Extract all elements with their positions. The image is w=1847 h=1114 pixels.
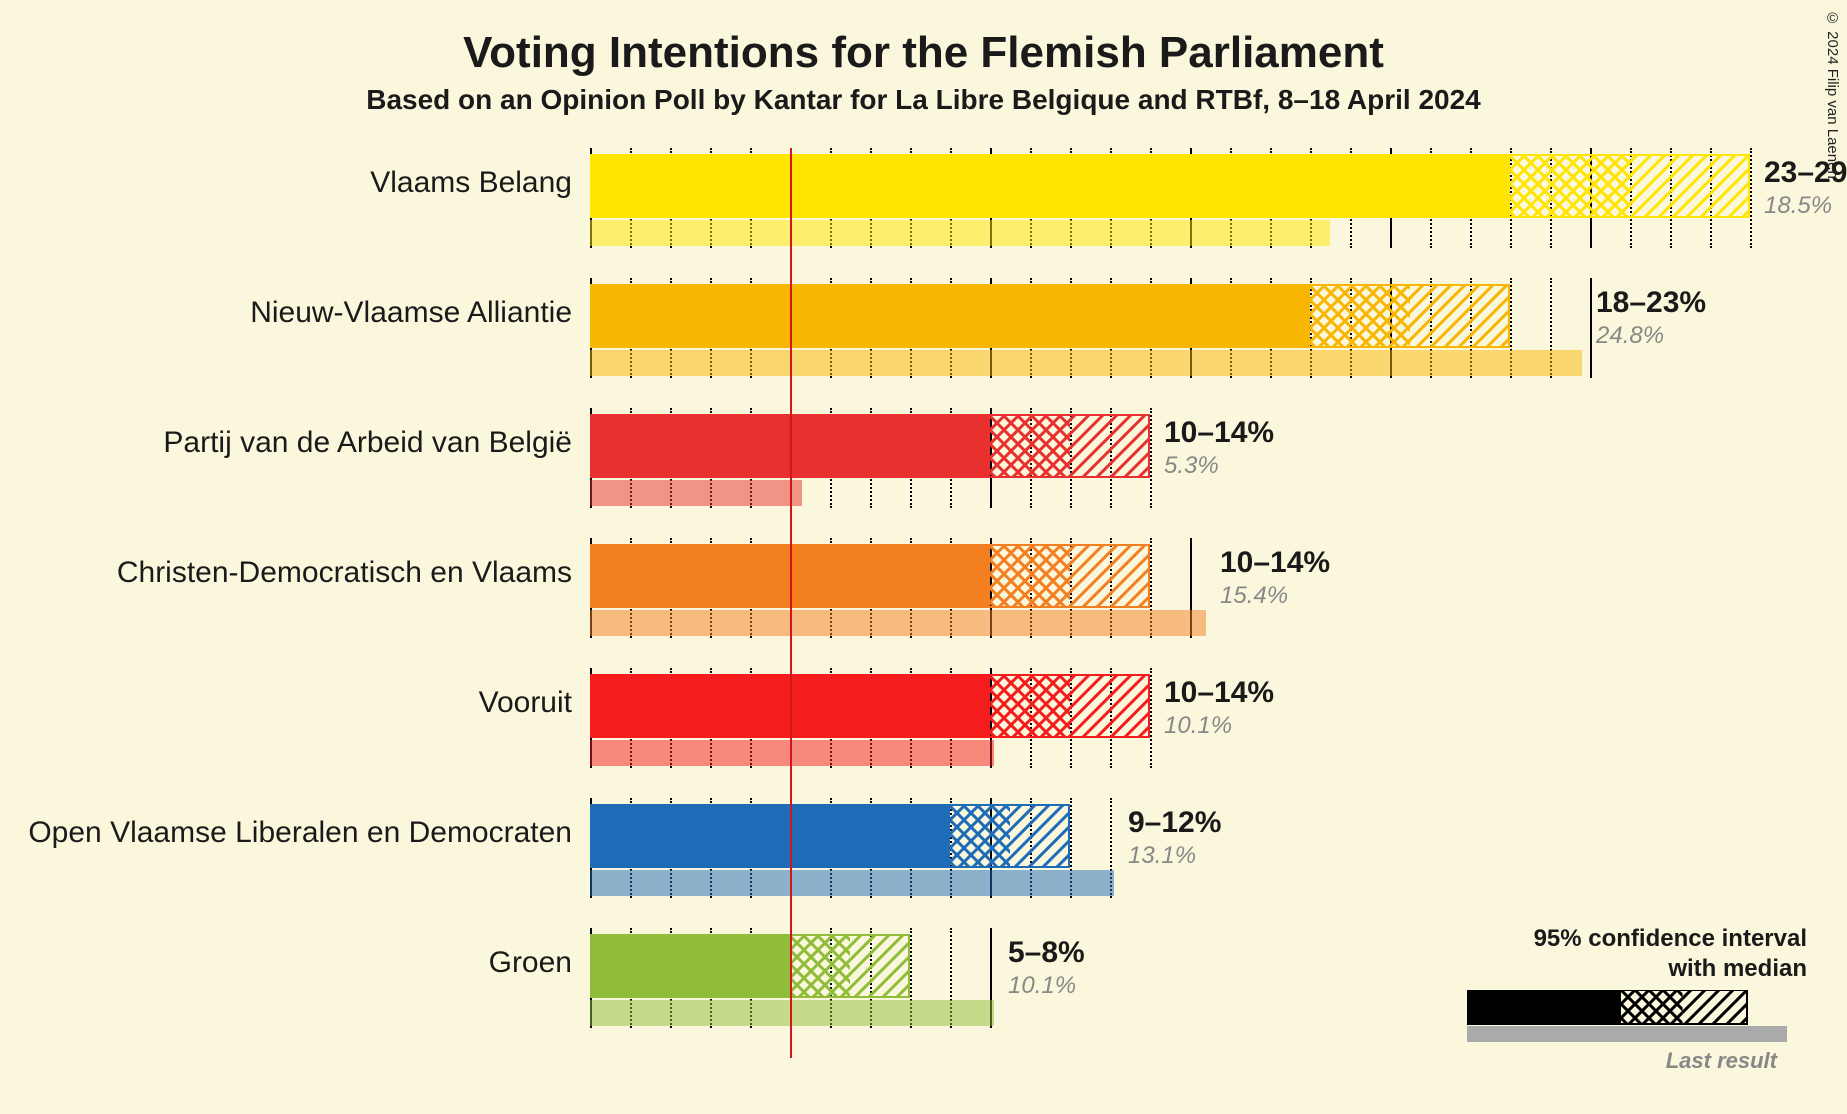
party-row: Partij van de Arbeid van België 10–14%5.… — [590, 408, 1820, 528]
legend-ci-label: 95% confidence interval with median — [1447, 924, 1807, 984]
legend-swatch — [1447, 990, 1807, 1046]
last-result-bar — [590, 220, 1330, 246]
last-result-label: 5.3% — [1164, 452, 1219, 480]
legend: 95% confidence interval with median Last… — [1447, 924, 1807, 1074]
range-label: 10–14% — [1164, 416, 1274, 450]
ci-bar-hatch — [1310, 286, 1510, 346]
ci-bar-hatch — [990, 546, 1150, 606]
ci-bar-hatch — [950, 806, 1070, 866]
ci-bar-hatch — [790, 936, 910, 996]
last-result-bar — [590, 740, 994, 766]
last-result-label: 18.5% — [1764, 192, 1832, 220]
party-row: Nieuw-Vlaamse Alliantie 18–23%24.8% — [590, 278, 1820, 398]
party-label: Vooruit — [479, 686, 572, 720]
ci-bar-hatch — [990, 416, 1150, 476]
last-result-label: 24.8% — [1596, 322, 1664, 350]
range-label: 10–14% — [1220, 546, 1330, 580]
legend-last-label: Last result — [1447, 1048, 1777, 1074]
chart-title: Voting Intentions for the Flemish Parlia… — [0, 0, 1847, 78]
party-label: Partij van de Arbeid van België — [163, 426, 572, 460]
range-label: 18–23% — [1596, 286, 1706, 320]
party-row: Christen-Democratisch en Vlaams 10–14%15… — [590, 538, 1820, 658]
last-result-bar — [590, 1000, 994, 1026]
range-label: 5–8% — [1008, 936, 1085, 970]
party-label: Vlaams Belang — [370, 166, 572, 200]
threshold-line — [790, 148, 792, 1058]
party-row: Vlaams Belang 23–29%18.5% — [590, 148, 1820, 268]
ci-bar-hatch — [990, 676, 1150, 736]
last-result-label: 13.1% — [1128, 842, 1196, 870]
party-label: Open Vlaamse Liberalen en Democraten — [28, 816, 572, 850]
last-result-bar — [590, 350, 1582, 376]
last-result-bar — [590, 480, 802, 506]
party-label: Nieuw-Vlaamse Alliantie — [250, 296, 572, 330]
range-label: 10–14% — [1164, 676, 1274, 710]
chart-subtitle: Based on an Opinion Poll by Kantar for L… — [0, 78, 1847, 116]
ci-bar-hatch — [1510, 156, 1750, 216]
party-label: Groen — [489, 946, 572, 980]
party-row: Vooruit 10–14%10.1% — [590, 668, 1820, 788]
last-result-label: 10.1% — [1008, 972, 1076, 1000]
party-row: Open Vlaamse Liberalen en Democraten 9–1… — [590, 798, 1820, 918]
party-label: Christen-Democratisch en Vlaams — [117, 556, 572, 590]
last-result-label: 10.1% — [1164, 712, 1232, 740]
last-result-label: 15.4% — [1220, 582, 1288, 610]
copyright: © 2024 Filip van Laenen — [1824, 10, 1841, 179]
last-result-bar — [590, 870, 1114, 896]
last-result-bar — [590, 610, 1206, 636]
range-label: 9–12% — [1128, 806, 1221, 840]
